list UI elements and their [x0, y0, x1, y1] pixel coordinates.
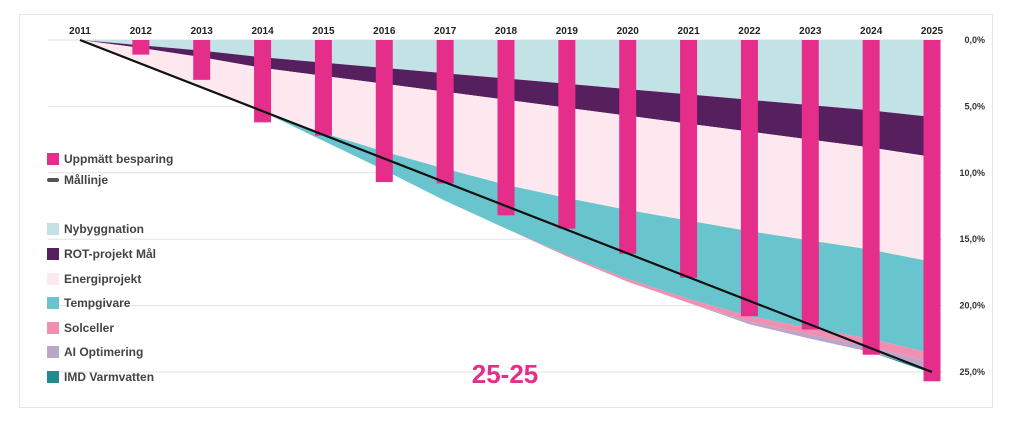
legend-swatch — [47, 297, 59, 309]
target-line — [79, 38, 933, 374]
legend-item: Solceller — [47, 321, 114, 335]
y-tick-label: 20,0% — [959, 301, 985, 311]
y-tick-label: 10,0% — [959, 168, 985, 178]
x-tick-label: 2011 — [69, 26, 91, 37]
bar — [680, 40, 698, 278]
x-tick-label: 2021 — [677, 26, 700, 37]
legend-swatch — [47, 322, 59, 334]
y-axis-ticks: 0,0% 5,0% 10,0% 15,0% 20,0% 25,0% — [959, 35, 985, 377]
legend-label: Energiprojekt — [64, 272, 141, 286]
bar — [254, 40, 272, 123]
bar — [375, 40, 393, 183]
legend: Uppmätt besparing Mållinje Nybyggnation ROT… — [47, 152, 173, 384]
center-label: 25-25 — [472, 359, 539, 389]
legend-swatch — [47, 248, 59, 260]
bar — [132, 40, 150, 55]
bar — [740, 40, 758, 317]
bar — [558, 40, 576, 229]
x-tick-label: 2020 — [617, 26, 640, 37]
x-tick-label: 2025 — [921, 26, 944, 37]
bar — [801, 40, 819, 330]
legend-swatch — [47, 346, 59, 358]
legend-swatch — [47, 371, 59, 383]
x-tick-label: 2013 — [191, 26, 214, 37]
x-tick-label: 2018 — [495, 26, 518, 37]
chart-frame — [19, 14, 993, 408]
bar-series — [132, 40, 941, 382]
y-tick-label: 0,0% — [964, 35, 985, 45]
legend-swatch — [47, 223, 59, 235]
legend-label: Solceller — [64, 321, 114, 335]
bar — [436, 40, 454, 184]
y-tick-label: 5,0% — [964, 101, 985, 111]
legend-swatch — [47, 273, 59, 285]
x-tick-label: 2014 — [251, 26, 274, 37]
x-tick-label: 2017 — [434, 26, 457, 37]
y-tick-label: 25,0% — [959, 367, 985, 377]
x-tick-label: 2016 — [373, 26, 396, 37]
x-tick-label: 2019 — [556, 26, 579, 37]
legend-label: Mållinje — [64, 173, 108, 187]
legend-label: Nybyggnation — [64, 222, 144, 236]
legend-item: AI Optimering — [47, 345, 143, 359]
legend-label: Uppmätt besparing — [64, 152, 173, 166]
legend-item: Energiprojekt — [47, 272, 141, 286]
legend-label: ROT-projekt Mål — [64, 247, 156, 261]
x-tick-label: 2022 — [738, 26, 761, 37]
legend-item: IMD Varmvatten — [47, 370, 154, 384]
legend-item: ROT-projekt Mål — [47, 247, 156, 261]
legend-item: Nybyggnation — [47, 222, 144, 236]
target-line-path — [79, 38, 933, 374]
bar — [923, 40, 941, 382]
x-tick-label: 2023 — [799, 26, 822, 37]
legend-item: Mållinje — [47, 173, 108, 187]
bar — [619, 40, 637, 254]
legend-label: Tempgivare — [64, 296, 131, 310]
legend-label: IMD Varmvatten — [64, 370, 154, 384]
y-tick-label: 15,0% — [959, 234, 985, 244]
x-tick-label: 2024 — [860, 26, 883, 37]
legend-swatch — [47, 153, 59, 165]
x-tick-label: 2015 — [312, 26, 335, 37]
bar — [862, 40, 880, 355]
legend-item: Uppmätt besparing — [47, 152, 173, 166]
x-tick-label: 2012 — [130, 26, 153, 37]
legend-item: Tempgivare — [47, 296, 131, 310]
legend-label: AI Optimering — [64, 345, 143, 359]
legend-swatch — [47, 178, 59, 182]
bar — [314, 40, 332, 136]
bar — [193, 40, 211, 80]
x-axis-ticks: 2011 2012 2013 2014 2015 2016 2017 2018 2019 2020… — [69, 26, 943, 37]
bar — [497, 40, 515, 216]
